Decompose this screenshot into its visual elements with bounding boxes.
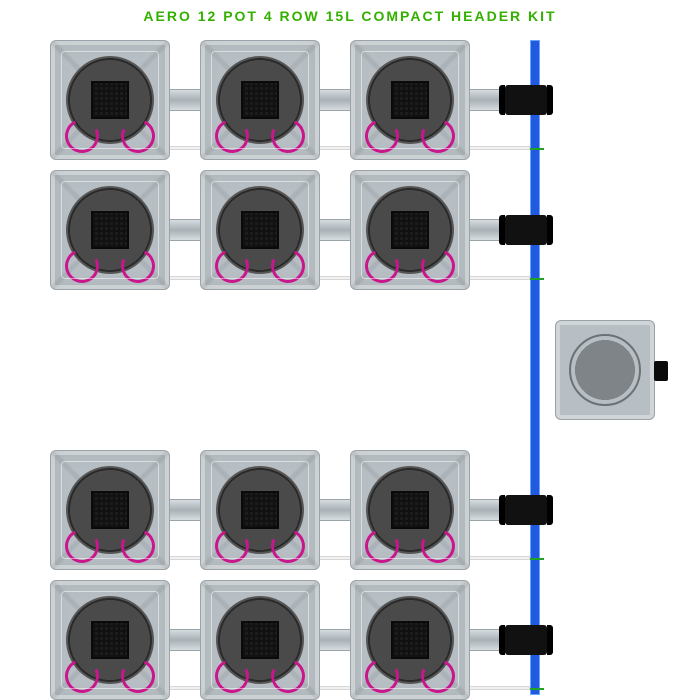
pot — [200, 170, 320, 290]
pot — [50, 580, 170, 700]
pot-grate — [91, 491, 129, 529]
pot-grate — [391, 491, 429, 529]
pot-body — [351, 451, 469, 569]
header-fitting — [505, 495, 547, 525]
connector-pipe — [170, 499, 200, 521]
pot-grate — [91, 211, 129, 249]
pot-grate — [391, 621, 429, 659]
vertical-header — [530, 40, 540, 695]
pot-grate — [241, 621, 279, 659]
pot — [50, 450, 170, 570]
pot-body — [201, 171, 319, 289]
connector-pipe — [170, 629, 200, 651]
pot-body — [51, 41, 169, 159]
pot-ring — [366, 596, 454, 684]
pot-ring — [66, 56, 154, 144]
pot-body — [201, 41, 319, 159]
pot-body — [51, 581, 169, 699]
pot-ring — [66, 466, 154, 554]
pot-body — [351, 581, 469, 699]
pot-grate — [241, 211, 279, 249]
header-fitting — [505, 85, 547, 115]
pot-ring — [366, 466, 454, 554]
connector-pipe — [320, 499, 350, 521]
pot-grate — [391, 81, 429, 119]
pot-ring — [66, 186, 154, 274]
header-fitting — [505, 215, 547, 245]
pot — [50, 40, 170, 160]
pot — [350, 450, 470, 570]
connector-pipe — [320, 629, 350, 651]
pot-body — [201, 581, 319, 699]
pot-ring — [216, 596, 304, 684]
header-fitting — [505, 625, 547, 655]
pot-grate — [241, 491, 279, 529]
pot-ring — [216, 56, 304, 144]
pot — [350, 580, 470, 700]
pot-body — [351, 41, 469, 159]
pot — [50, 170, 170, 290]
pot-ring — [66, 596, 154, 684]
pot-body — [351, 171, 469, 289]
connector-pipe — [170, 219, 200, 241]
pot-grate — [91, 81, 129, 119]
pot — [350, 40, 470, 160]
reservoir-lid — [569, 334, 641, 406]
connector-pipe — [320, 219, 350, 241]
pot-grate — [241, 81, 279, 119]
pot-ring — [216, 466, 304, 554]
pot-ring — [216, 186, 304, 274]
pot-body — [51, 171, 169, 289]
pot-grate — [391, 211, 429, 249]
pot-body — [51, 451, 169, 569]
pot-ring — [366, 186, 454, 274]
diagram-stage — [0, 0, 700, 700]
pot — [200, 580, 320, 700]
pot — [350, 170, 470, 290]
pot — [200, 40, 320, 160]
pot-body — [201, 451, 319, 569]
pot — [200, 450, 320, 570]
connector-pipe — [170, 89, 200, 111]
pot-ring — [366, 56, 454, 144]
connector-pipe — [320, 89, 350, 111]
reservoir-outlet — [654, 361, 668, 381]
pot-grate — [91, 621, 129, 659]
control-reservoir — [555, 320, 655, 420]
